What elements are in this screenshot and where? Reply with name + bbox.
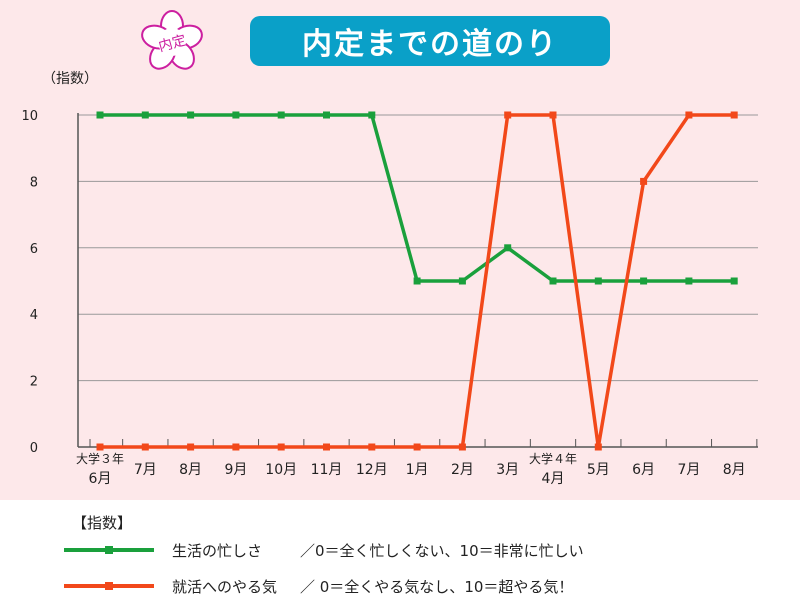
data-point-1 xyxy=(323,443,330,451)
legend-name-busy: 生活の忙しさ xyxy=(172,541,263,560)
x-tick-label: 8月 xyxy=(179,462,202,478)
data-point-0 xyxy=(96,111,104,119)
x-tick-label: 大学３年 xyxy=(76,451,124,466)
data-point-0 xyxy=(277,111,285,119)
data-point-0 xyxy=(232,111,240,119)
x-tick-label: 6月 xyxy=(632,462,655,478)
stamp-text: 内定 xyxy=(157,33,188,56)
data-point-1 xyxy=(96,443,104,451)
x-tick-label: 1月 xyxy=(406,462,429,478)
y-tick-label: 10 xyxy=(21,109,38,124)
x-tick-label: 8月 xyxy=(723,462,746,478)
data-point-0 xyxy=(458,277,466,285)
legend-desc-job: ／ 0＝全くやる気なし、10＝超やる気！ xyxy=(300,577,574,596)
data-point-0 xyxy=(323,111,330,119)
x-tick-label: 2月 xyxy=(451,462,474,478)
data-point-1 xyxy=(730,111,738,119)
data-point-0 xyxy=(187,111,195,119)
legend-title: 【指数】 xyxy=(72,514,133,532)
y-tick-label: 2 xyxy=(30,375,38,390)
chart-area: 0 2 4 6 8 10 大学３年 6月 7月 8月 9月 10月 11月 12月 1月 2月 3月 大学４年 4月… xyxy=(0,0,800,500)
legend-swatch-busy xyxy=(64,540,154,560)
data-point-0 xyxy=(413,277,421,285)
x-tick-label: 7月 xyxy=(134,462,157,478)
sakura-stamp: 内定 xyxy=(141,10,203,70)
sakura-flower-icon xyxy=(141,10,203,70)
legend-name-job: 就活へのやる気 xyxy=(172,577,278,596)
x-tick-label: 3月 xyxy=(496,462,519,478)
x-tick-label: 10月 xyxy=(265,462,297,478)
data-point-0 xyxy=(504,244,512,252)
data-point-1 xyxy=(458,443,466,451)
data-point-0 xyxy=(549,277,557,285)
data-point-1 xyxy=(549,111,557,119)
x-tick-label: 11月 xyxy=(311,462,343,478)
data-point-1 xyxy=(277,443,285,451)
y-tick-label: 6 xyxy=(30,242,38,257)
data-point-1 xyxy=(141,443,149,451)
chart-title: 内定までの道のり xyxy=(250,16,610,66)
data-point-1 xyxy=(413,443,421,451)
data-point-0 xyxy=(730,277,738,285)
x-tick-label: 6月 xyxy=(89,471,112,487)
legend-swatch-job xyxy=(64,576,154,596)
x-tick-label: 9月 xyxy=(224,462,247,478)
series-layer xyxy=(96,111,738,451)
data-point-1 xyxy=(187,443,195,451)
legend-desc-busy: ／0＝全く忙しくない、10＝非常に忙しい xyxy=(300,541,584,560)
x-tick-label: 大学４年 xyxy=(529,451,577,466)
x-tick-label: 7月 xyxy=(677,462,700,478)
x-tick-label: 12月 xyxy=(356,462,388,478)
data-point-1 xyxy=(685,111,693,119)
x-tick-label: 5月 xyxy=(587,462,610,478)
legend: 【指数】 生活の忙しさ ／0＝全く忙しくない、10＝非常に忙しい 就活へのやる気… xyxy=(0,500,800,600)
legend-item-busy: 生活の忙しさ ／0＝全く忙しくない、10＝非常に忙しい xyxy=(64,538,584,562)
data-point-0 xyxy=(368,111,376,119)
data-point-1 xyxy=(504,111,512,119)
data-point-0 xyxy=(141,111,149,119)
legend-item-job: 就活へのやる気 ／ 0＝全くやる気なし、10＝超やる気！ xyxy=(64,574,573,598)
y-unit-label: （指数） xyxy=(42,71,98,87)
data-point-1 xyxy=(368,443,376,451)
grid-layer xyxy=(78,114,758,382)
data-point-1 xyxy=(640,177,648,185)
data-point-0 xyxy=(640,277,648,285)
data-point-1 xyxy=(594,443,602,451)
y-tick-label: 0 xyxy=(30,441,38,456)
data-point-0 xyxy=(594,277,602,285)
y-tick-label: 8 xyxy=(30,175,38,190)
data-point-1 xyxy=(232,443,240,451)
y-tick-label: 4 xyxy=(30,308,38,323)
x-tick-label: 4月 xyxy=(542,471,565,487)
data-point-0 xyxy=(685,277,693,285)
